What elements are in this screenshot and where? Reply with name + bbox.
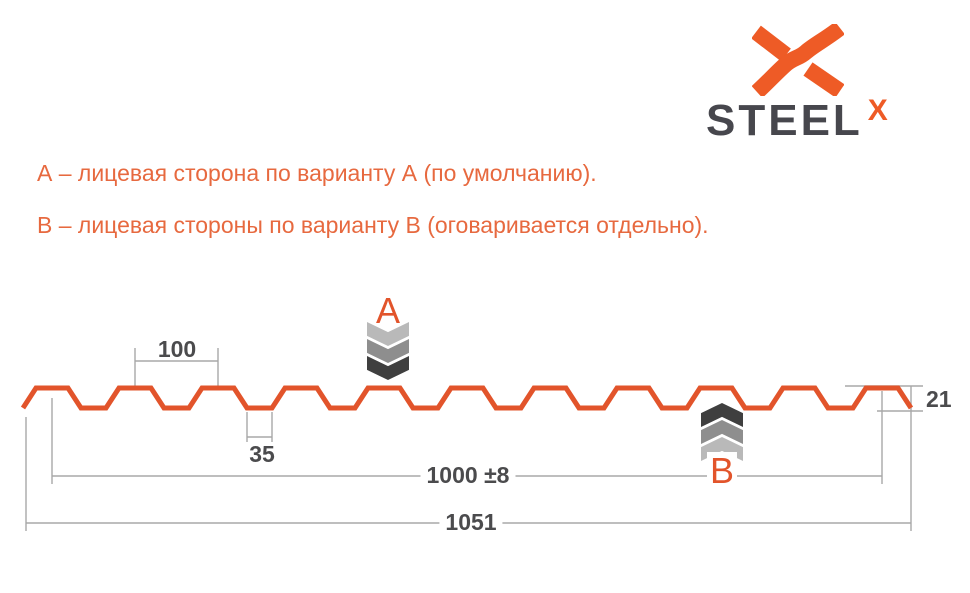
dim-label-overall-width: 1051	[439, 509, 503, 535]
logo-wordmark: STEEL X	[706, 94, 888, 145]
logo-wordmark-text: STEEL	[706, 96, 863, 145]
note-variant-a: А – лицевая сторона по варианту А (по ум…	[37, 160, 597, 186]
profile-outline	[20, 385, 914, 411]
note-variant-b: В – лицевая стороны по варианту В (огова…	[37, 212, 709, 238]
logo-x-mark-icon	[752, 24, 844, 96]
dim-label-pitch: 100	[157, 336, 197, 362]
marker-b-label: B	[706, 452, 738, 490]
dim-pitch	[134, 348, 219, 386]
dim-label-cover-width: 1000 ±8	[420, 462, 516, 488]
logo-mark-upper-left-arm	[752, 25, 791, 62]
dimension-lines	[25, 348, 923, 531]
dim-label-valley-width: 35	[249, 441, 275, 467]
logo-mark-s-ribbon	[752, 24, 844, 96]
logo-mark-lower-right-arm	[803, 62, 844, 96]
steelx-logo: STEEL X	[0, 0, 970, 160]
logo-wordmark-sup: X	[867, 94, 888, 127]
dim-valley-width	[246, 412, 273, 442]
marker-a-label: A	[375, 290, 401, 331]
dim-label-height: 21	[926, 386, 952, 412]
